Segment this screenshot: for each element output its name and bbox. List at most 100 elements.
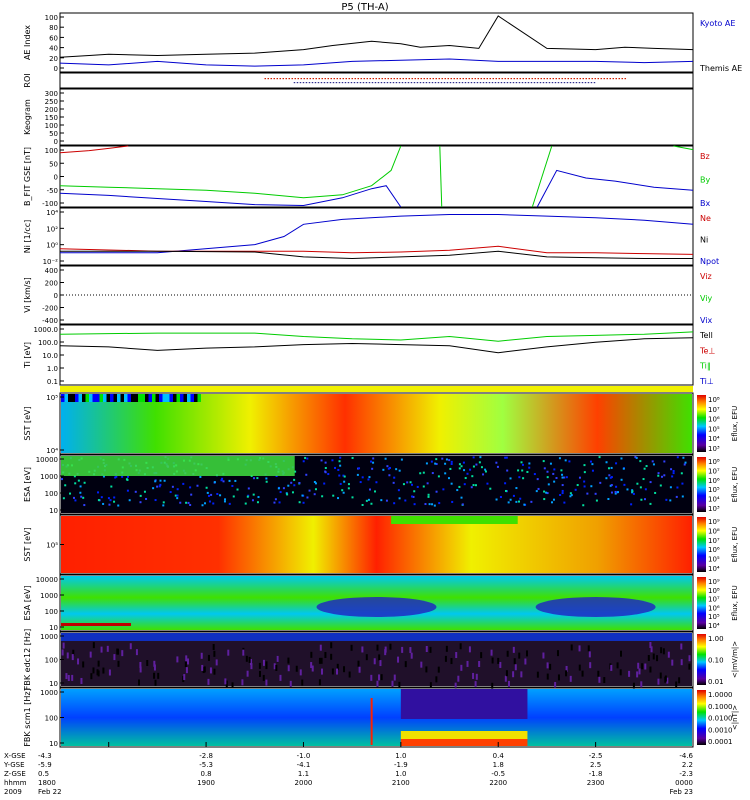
legend-temperature: Ti⊥ xyxy=(699,377,714,386)
roi-mark xyxy=(576,78,579,80)
spectrogram-cell xyxy=(509,477,512,480)
roi-mark xyxy=(539,82,542,84)
roi-mark xyxy=(429,78,432,80)
roi-mark xyxy=(404,82,407,84)
spectrogram-cell xyxy=(536,478,539,481)
spectrogram-cell xyxy=(113,654,116,661)
ytick-label-bfield: 100 xyxy=(45,147,58,155)
spectrogram-cell xyxy=(99,394,103,402)
figure-title: P5 (TH-A) xyxy=(341,2,388,13)
spectrogram-cell xyxy=(450,658,453,665)
spectrogram-cell xyxy=(557,674,560,681)
spectrogram-cell xyxy=(643,467,646,470)
spectrogram-cell xyxy=(441,457,444,460)
spectrogram-cell xyxy=(357,660,360,667)
ytick-label-density: 10⁰ xyxy=(46,242,58,250)
spectrogram-cell xyxy=(565,665,568,672)
spectrogram-cell xyxy=(533,473,536,476)
spectrogram-cell xyxy=(256,501,259,504)
colorbar-fbk_b xyxy=(697,690,706,745)
panel-bfield: B_FIT GSE [nT] -100 -50 0 50 100 Bz By Bx xyxy=(23,145,710,208)
spectrogram-cell xyxy=(672,472,675,475)
ephem-cell: 0000 xyxy=(675,779,693,787)
spectrogram-cell xyxy=(671,475,674,478)
spectrogram-feature xyxy=(61,623,131,626)
spectrogram-cell xyxy=(236,488,239,491)
spectrogram-cell xyxy=(638,668,641,675)
spectrogram-cell xyxy=(75,394,79,402)
spectrogram-cell xyxy=(451,500,454,503)
spectrogram-cell xyxy=(582,504,585,507)
series-temperature-ti xyxy=(59,331,694,342)
spectrogram-cell xyxy=(213,650,216,657)
spectrogram-cell xyxy=(663,474,666,477)
spectrogram-cell xyxy=(649,481,652,484)
spectrogram-cell xyxy=(504,456,507,459)
spectrogram-cell xyxy=(262,659,265,666)
spectrogram-cell xyxy=(273,501,276,504)
spectrogram-cell xyxy=(505,670,508,677)
spectrogram-cell xyxy=(429,682,432,689)
spectrogram-cell xyxy=(520,461,523,464)
spectrogram-cell xyxy=(547,483,550,486)
spectrogram-cell xyxy=(370,674,373,681)
spectrogram-cell xyxy=(108,503,111,506)
ytick-label-fbk_e: 100 xyxy=(45,657,58,665)
spectrogram-cell xyxy=(228,502,231,505)
ephem-cell: 2000 xyxy=(295,779,313,787)
spectrogram-cell xyxy=(318,657,321,664)
roi-mark xyxy=(360,78,363,80)
spectrogram-cell xyxy=(127,394,131,402)
roi-mark xyxy=(578,82,581,84)
spectrogram-cell xyxy=(472,484,475,487)
spectrogram-cell xyxy=(565,670,568,677)
spectrogram-cell xyxy=(163,479,166,482)
spectrogram-cell xyxy=(224,498,227,501)
roi-mark xyxy=(591,78,594,80)
spectrogram-cell xyxy=(636,671,639,678)
spectrogram-cell xyxy=(683,463,686,466)
panel-frame-esa_ele xyxy=(59,574,694,632)
spectrogram-cell xyxy=(375,481,378,484)
spectrogram-cell xyxy=(113,394,117,402)
spectrogram-cell xyxy=(671,659,674,666)
spectrogram-cell xyxy=(496,465,499,468)
spectrogram-cell xyxy=(507,501,510,504)
spectrogram-cell xyxy=(338,460,341,463)
roi-mark xyxy=(408,78,411,80)
roi-mark xyxy=(560,82,563,84)
spectrogram-cell xyxy=(324,467,327,470)
spectrogram-cell xyxy=(392,481,395,484)
ytick-label-fbk_b: 10 xyxy=(49,740,58,748)
roi-mark xyxy=(398,82,401,84)
spectrogram-cell xyxy=(205,486,208,489)
spectrogram-cell xyxy=(449,467,452,470)
spectrogram-cell xyxy=(559,494,562,497)
spectrogram-cell xyxy=(247,487,250,490)
roi-mark xyxy=(347,82,350,84)
spectrogram-cell xyxy=(626,488,629,491)
spectrogram-cell xyxy=(615,462,618,465)
spectrogram-cell xyxy=(425,666,428,673)
ylabel-roi: ROI xyxy=(23,73,32,87)
spectrogram-cell xyxy=(463,469,466,472)
spectrogram-cell xyxy=(265,480,268,483)
ephem-cell: -5.9 xyxy=(38,761,52,769)
spectrogram-cell xyxy=(314,482,317,485)
spectrogram-cell xyxy=(285,492,288,495)
spectrogram-cell xyxy=(388,466,391,469)
spectrogram-cell xyxy=(109,499,112,502)
spectrogram-cell xyxy=(323,482,326,485)
spectrogram-cell xyxy=(401,646,404,653)
roi-mark xyxy=(551,82,554,84)
spectrogram-cell xyxy=(616,491,619,494)
ytick-label-temperature: 1.0 xyxy=(47,365,58,373)
spectrogram-cell xyxy=(543,467,546,470)
spectrogram-cell xyxy=(156,485,159,488)
roi-mark xyxy=(267,78,270,80)
spectrogram-cell xyxy=(228,479,231,482)
spectrogram-cell xyxy=(480,466,483,469)
spectrogram-cell xyxy=(631,489,634,492)
